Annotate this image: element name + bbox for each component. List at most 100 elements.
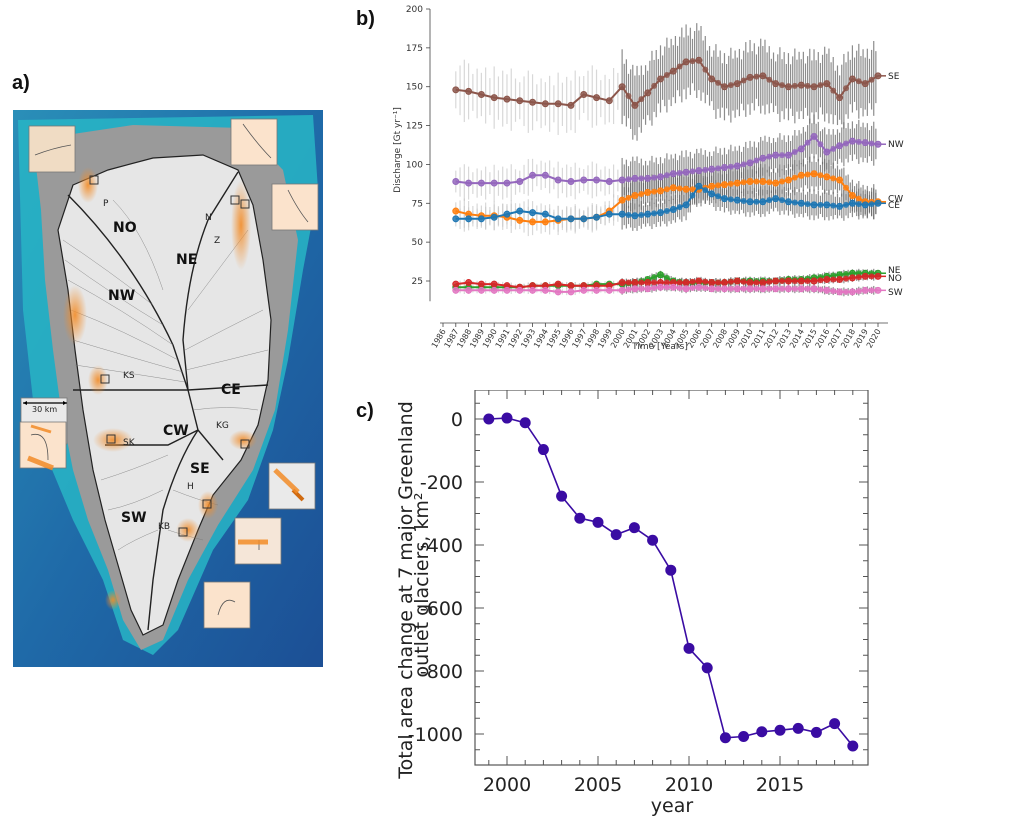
discharge-point-sw [580,286,588,294]
discharge-point-cw [669,184,677,192]
discharge-point-cw [779,178,786,185]
discharge-point-cw [689,186,696,193]
discharge-point-se [669,67,677,75]
discharge-point-nw [651,174,658,181]
discharge-point-nw [676,169,683,176]
discharge-point-sw [817,286,824,293]
discharge-point-sw [689,284,696,291]
discharge-point-ce [625,211,632,218]
discharge-point-sw [477,286,485,294]
area-change-point [556,490,568,502]
discharge-point-se [651,82,658,89]
discharge-point-ce [638,211,645,218]
discharge-point-ne [657,271,664,279]
discharge-point-ce [848,199,856,207]
discharge-point-cw [810,170,818,178]
discharge-point-se [836,94,844,102]
discharge-point-sw [843,288,850,295]
glacier-markers [89,175,250,537]
discharge-point-sw [529,286,537,294]
discharge-point-no [772,277,780,285]
discharge-point-se [490,94,498,102]
glacier-label-ks: KS [123,371,135,381]
discharge-point-se [465,87,473,95]
discharge-point-cw [529,218,537,226]
discharge-point-se [580,90,588,98]
discharge-point-cw [830,175,837,182]
discharge-point-ce [618,210,626,218]
discharge-point-se [855,78,862,85]
discharge-point-cw [753,178,760,185]
discharge-point-cw [740,179,747,186]
discharge-point-se [843,85,850,92]
discharge-point-cw [541,218,549,226]
discharge-point-no [753,279,760,286]
discharge-point-sw [868,287,875,294]
discharge-point-nw [836,142,844,150]
area-change-point [628,522,640,534]
panel-label-c: c) [356,400,374,422]
discharge-point-ce [823,201,831,209]
discharge-point-no [804,278,811,284]
discharge-point-nw [625,176,632,183]
discharge-point-nw [516,178,524,186]
discharge-point-no [625,279,632,286]
discharge-point-ce [689,192,696,199]
discharge-point-nw [580,176,588,184]
discharge-point-se [766,76,773,83]
discharge-point-ce [766,197,773,204]
discharge-point-sw [848,288,856,296]
discharge-point-nw [804,139,811,146]
discharge-point-no [746,279,754,287]
discharge-point-no [740,278,747,285]
discharge-point-ce [580,215,588,223]
discharge-point-sw [779,285,786,292]
discharge-point-cw [682,185,690,193]
discharge-point-se [593,94,601,102]
discharge-point-ne [663,274,670,281]
discharge-point-nw [657,173,664,181]
discharge-point-cw [657,187,664,195]
discharge-point-se [663,72,670,79]
discharge-point-se [529,98,537,106]
panel-label-a: a) [12,72,30,94]
discharge-point-sw [855,288,862,295]
discharge-point-se [695,56,703,64]
discharge-point-no [766,278,773,285]
discharge-point-no [477,280,485,288]
discharge-point-cw [715,182,722,189]
discharge-point-no [644,279,652,287]
discharge-point-no [663,279,670,286]
area-change-x-axis-label: year [651,795,694,817]
area-change-point [738,731,750,743]
discharge-point-se [797,81,805,89]
discharge-point-ce [784,198,792,206]
discharge-point-se [759,72,767,80]
discharge-series-label-ne: NE [888,266,901,276]
discharge-y-tick-label: 100 [406,160,423,170]
discharge-point-se [791,82,798,89]
discharge-point-ce [830,202,837,209]
discharge-point-sw [766,285,773,292]
region-label-ce: CE [221,382,241,398]
discharge-point-sw [631,285,639,293]
discharge-point-sw [715,285,722,292]
discharge-point-nw [791,148,798,155]
discharge-point-cw [804,171,811,178]
discharge-point-nw [797,145,805,153]
discharge-point-ce [452,215,460,223]
discharge-point-sw [791,285,798,292]
discharge-point-se [772,80,780,88]
discharge-point-ce [855,201,862,208]
discharge-point-nw [817,141,824,148]
discharge-point-ce [868,201,875,208]
discharge-point-no [554,280,562,288]
discharge-point-sw [830,288,837,295]
discharge-point-sw [746,285,754,293]
discharge-point-ce [740,197,747,204]
area-change-plot-frame [474,390,869,766]
discharge-point-se [618,83,626,91]
region-label-no: NO [113,220,137,236]
discharge-point-nw [695,167,703,175]
area-change-axes: 0 -200 -400 -600 -800 -1000 2000 2005 2010 2015 [408,390,869,796]
